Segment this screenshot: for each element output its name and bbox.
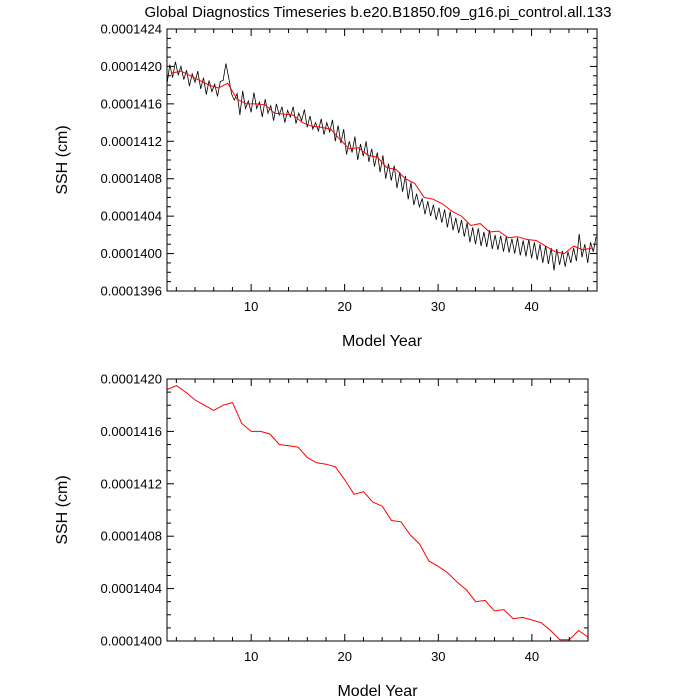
bottom-xtick-label: 10 <box>244 649 258 664</box>
bottom-panel: 0.0001400 0.0001404 0.0001408 0.0001412 0.00… <box>54 372 589 700</box>
top-series-monthly-line <box>166 61 597 271</box>
bottom-y-axis-label: SSH (cm) <box>54 475 71 544</box>
top-series-annual-line <box>171 70 593 255</box>
top-ytick-label: 0.0001396 <box>101 284 162 299</box>
top-xtick-label: 30 <box>431 299 445 314</box>
bottom-xtick-label: 30 <box>431 649 445 664</box>
top-panel: 0.0001396 0.0001400 0.0001404 0.0001408 0.00… <box>54 22 598 350</box>
bottom-series-annual-line <box>166 385 589 641</box>
bottom-xtick-label: 20 <box>338 649 352 664</box>
top-ytick-label: 0.0001424 <box>101 22 162 37</box>
top-y-axis-label: SSH (cm) <box>54 125 71 194</box>
bottom-plot-frame <box>166 378 589 642</box>
top-xtick-label: 10 <box>244 299 258 314</box>
top-ytick-label: 0.0001416 <box>101 96 162 111</box>
top-x-axis-label: Model Year <box>342 333 423 350</box>
bottom-x-axis-label: Model Year <box>337 683 418 700</box>
bottom-ytick-label: 0.0001404 <box>101 581 162 596</box>
bottom-ytick-label: 0.0001400 <box>101 634 162 649</box>
top-ytick-label: 0.0001400 <box>101 246 162 261</box>
bottom-ytick-label: 0.0001412 <box>101 476 162 491</box>
top-ytick-label: 0.0001404 <box>101 209 162 224</box>
bottom-ytick-label: 0.0001416 <box>101 424 162 439</box>
top-ytick-label: 0.0001408 <box>101 171 162 186</box>
top-ytick-label: 0.0001420 <box>101 59 162 74</box>
top-xtick-label: 20 <box>337 299 351 314</box>
bottom-ytick-label: 0.0001408 <box>101 529 162 544</box>
bottom-xtick-label: 40 <box>525 649 539 664</box>
figure-title: Global Diagnostics Timeseries b.e20.B185… <box>145 4 612 21</box>
top-xtick-label: 40 <box>524 299 538 314</box>
top-ytick-label: 0.0001412 <box>101 134 162 149</box>
bottom-ytick-label: 0.0001420 <box>101 372 162 387</box>
